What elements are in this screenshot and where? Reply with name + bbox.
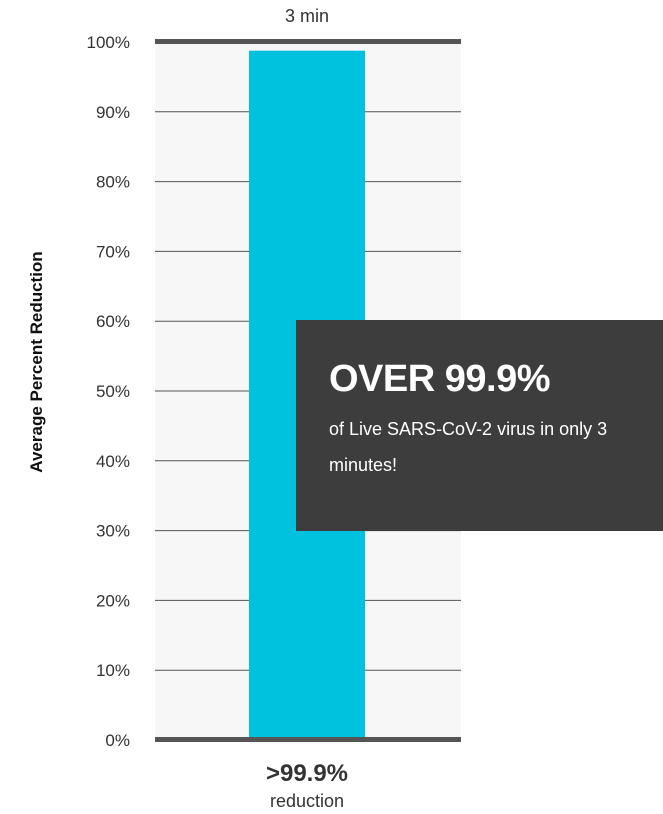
y-tick-label: 70% — [96, 242, 130, 261]
callout-headline: OVER 99.9% — [329, 358, 551, 400]
y-tick-label: 30% — [96, 522, 130, 541]
y-axis-label: Average Percent Reduction — [27, 251, 46, 472]
callout-body: of Live SARS-CoV-2 virus in only 3 minut… — [329, 419, 608, 475]
data-label-value: >99.9% — [266, 760, 348, 787]
data-label-caption: reduction — [270, 791, 344, 811]
y-tick-label: 60% — [96, 312, 130, 331]
y-tick-label: 10% — [96, 661, 130, 680]
category-label: 3 min — [285, 6, 329, 26]
y-tick-label: 40% — [96, 452, 130, 471]
y-tick-label: 80% — [96, 173, 130, 192]
bottom-axis-line — [155, 737, 461, 742]
y-tick-label: 100% — [87, 33, 130, 52]
y-tick-labels: 0% 10% 20% 30% 40% 50% 60% 70% 80% 90% 100% — [87, 33, 130, 750]
callout-box: OVER 99.9% of Live SARS-CoV-2 virus in o… — [296, 320, 663, 531]
y-tick-label: 20% — [96, 591, 130, 610]
y-tick-label: 0% — [105, 731, 130, 750]
y-tick-label: 50% — [96, 382, 130, 401]
top-axis-line — [155, 39, 461, 44]
y-tick-label: 90% — [96, 103, 130, 122]
